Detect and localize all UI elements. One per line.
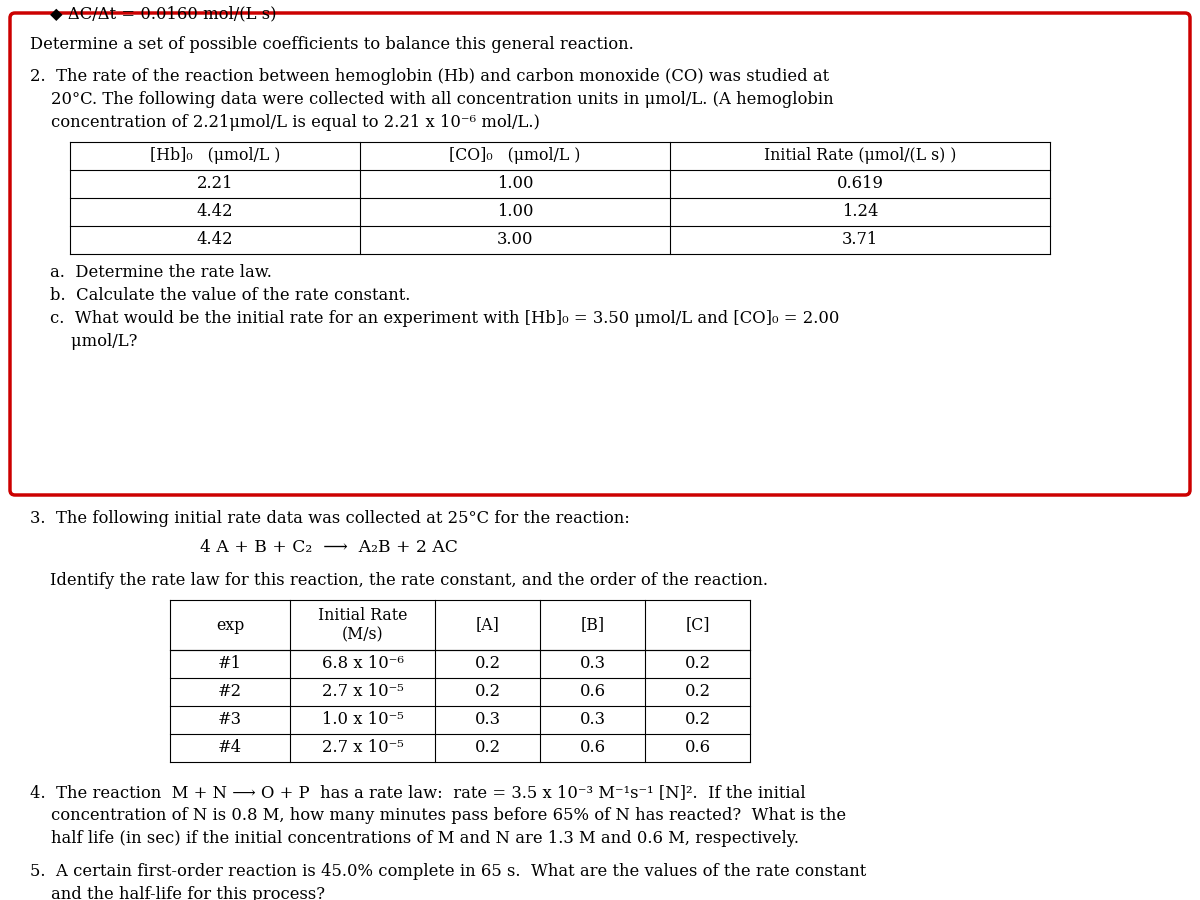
Text: Identify the rate law for this reaction, the rate constant, and the order of the: Identify the rate law for this reaction,…: [50, 572, 768, 589]
Text: b.  Calculate the value of the rate constant.: b. Calculate the value of the rate const…: [50, 287, 410, 304]
Text: 0.2: 0.2: [474, 655, 500, 672]
Text: Initial Rate (μmol/(L s) ): Initial Rate (μmol/(L s) ): [764, 148, 956, 165]
Text: #3: #3: [218, 712, 242, 728]
Text: [C]: [C]: [685, 616, 709, 634]
Text: 0.6: 0.6: [580, 683, 606, 700]
Text: 4.  The reaction  M + N ⟶ O + P  has a rate law:  rate = 3.5 x 10⁻³ M⁻¹s⁻¹ [N]².: 4. The reaction M + N ⟶ O + P has a rate…: [30, 784, 805, 801]
Text: [B]: [B]: [581, 616, 605, 634]
Text: concentration of 2.21μmol/L is equal to 2.21 x 10⁻⁶ mol/L.): concentration of 2.21μmol/L is equal to …: [30, 114, 540, 131]
Text: 0.3: 0.3: [580, 712, 606, 728]
Text: 4.42: 4.42: [197, 231, 233, 248]
Text: 2.7 x 10⁻⁵: 2.7 x 10⁻⁵: [322, 683, 403, 700]
Text: 0.2: 0.2: [474, 683, 500, 700]
Text: [CO]₀   (μmol/L ): [CO]₀ (μmol/L ): [449, 148, 581, 165]
Text: 0.3: 0.3: [474, 712, 500, 728]
Text: 1.00: 1.00: [497, 176, 533, 193]
Text: 20°C. The following data were collected with all concentration units in μmol/L. : 20°C. The following data were collected …: [30, 91, 834, 108]
Text: 3.71: 3.71: [842, 231, 878, 248]
Text: ◆ ΔC/Δt = 0.0160 mol/(L s): ◆ ΔC/Δt = 0.0160 mol/(L s): [50, 5, 276, 22]
Text: a.  Determine the rate law.: a. Determine the rate law.: [50, 264, 272, 281]
Text: 4.42: 4.42: [197, 203, 233, 220]
Text: 0.2: 0.2: [474, 740, 500, 757]
Text: 0.2: 0.2: [684, 655, 710, 672]
Text: 1.24: 1.24: [841, 203, 878, 220]
Text: 6.8 x 10⁻⁶: 6.8 x 10⁻⁶: [322, 655, 403, 672]
Text: 4 A + B + C₂  ⟶  A₂B + 2 AC: 4 A + B + C₂ ⟶ A₂B + 2 AC: [200, 539, 458, 556]
Text: Initial Rate
(M/s): Initial Rate (M/s): [318, 607, 407, 644]
Text: Determine a set of possible coefficients to balance this general reaction.: Determine a set of possible coefficients…: [30, 36, 634, 53]
Text: #1: #1: [218, 655, 242, 672]
Text: 1.0 x 10⁻⁵: 1.0 x 10⁻⁵: [322, 712, 403, 728]
Text: 1.00: 1.00: [497, 203, 533, 220]
Text: [Hb]₀   (μmol/L ): [Hb]₀ (μmol/L ): [150, 148, 280, 165]
Text: 0.6: 0.6: [684, 740, 710, 757]
Text: c.  What would be the initial rate for an experiment with [Hb]₀ = 3.50 μmol/L an: c. What would be the initial rate for an…: [50, 310, 839, 327]
Text: 3.00: 3.00: [497, 231, 533, 248]
Text: 0.6: 0.6: [580, 740, 606, 757]
Text: 0.2: 0.2: [684, 683, 710, 700]
Text: 0.3: 0.3: [580, 655, 606, 672]
Text: [A]: [A]: [475, 616, 499, 634]
Text: and the half-life for this process?: and the half-life for this process?: [30, 886, 325, 900]
Text: 0.2: 0.2: [684, 712, 710, 728]
Text: half life (in sec) if the initial concentrations of M and N are 1.3 M and 0.6 M,: half life (in sec) if the initial concen…: [30, 830, 799, 847]
Text: 0.619: 0.619: [836, 176, 883, 193]
Text: #4: #4: [218, 740, 242, 757]
Text: #2: #2: [218, 683, 242, 700]
Text: 3.  The following initial rate data was collected at 25°C for the reaction:: 3. The following initial rate data was c…: [30, 510, 630, 527]
Text: 2.  The rate of the reaction between hemoglobin (Hb) and carbon monoxide (CO) wa: 2. The rate of the reaction between hemo…: [30, 68, 829, 85]
Text: concentration of N is 0.8 M, how many minutes pass before 65% of N has reacted? : concentration of N is 0.8 M, how many mi…: [30, 807, 846, 824]
Text: 5.  A certain first-order reaction is 45.0% complete in 65 s.  What are the valu: 5. A certain first-order reaction is 45.…: [30, 863, 866, 880]
Text: 2.7 x 10⁻⁵: 2.7 x 10⁻⁵: [322, 740, 403, 757]
Text: μmol/L?: μmol/L?: [50, 333, 137, 350]
Text: exp: exp: [216, 616, 244, 634]
Text: 2.21: 2.21: [197, 176, 233, 193]
